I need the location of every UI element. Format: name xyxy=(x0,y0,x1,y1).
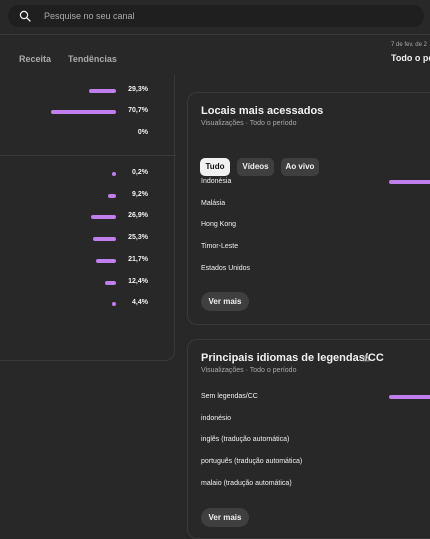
percentage-row: 70,7% xyxy=(0,107,176,117)
search-icon[interactable] xyxy=(19,10,31,22)
percentage-value: 21,7% xyxy=(128,256,148,263)
percentage-value: 70,7% xyxy=(128,107,148,114)
percentage-bar xyxy=(92,237,116,241)
see-more-button[interactable]: Ver mais xyxy=(201,292,249,311)
card-title: Locais mais acessados xyxy=(201,105,324,117)
caption-language-row: português (tradução automática) xyxy=(201,458,303,465)
percentage-bar xyxy=(112,172,116,176)
percentage-value: 29,3% xyxy=(128,86,148,93)
location-bar xyxy=(389,180,430,184)
percentage-value: 12,4% xyxy=(128,278,148,285)
percentage-bar xyxy=(89,89,116,93)
caption-language-row: inglês (tradução automática) xyxy=(201,436,290,443)
percentage-bar xyxy=(50,110,116,114)
percentage-row: 0,2% xyxy=(0,169,176,179)
caption-language-row: indonésio xyxy=(201,415,231,422)
location-row: Hong Kong xyxy=(201,221,237,228)
date-range[interactable]: 7 de fev. de 2 xyxy=(391,42,427,48)
caption-language-bar xyxy=(389,395,430,399)
percentage-value: 0% xyxy=(137,129,148,136)
location-row: Estados Unidos xyxy=(201,265,251,272)
percentage-value: 26,9% xyxy=(128,212,148,219)
percentage-row: 21,7% xyxy=(0,256,176,266)
card-subtitle: Visualizações · Todo o período xyxy=(201,120,297,127)
percentage-row: 4,4% xyxy=(0,299,176,309)
percentage-bar xyxy=(107,194,116,198)
percentage-value: 9,2% xyxy=(132,191,148,198)
left-panel xyxy=(0,75,175,361)
percentage-value: 0,2% xyxy=(132,169,148,176)
percentage-row: 25,3% xyxy=(0,234,176,244)
see-more-button[interactable]: Ver mais xyxy=(201,508,249,527)
card-title: Principais idiomas de legendas/CC xyxy=(201,352,384,364)
percentage-bar xyxy=(111,302,116,306)
filter-videos[interactable]: Vídeos xyxy=(237,158,274,176)
location-row: Malásia xyxy=(201,200,226,207)
card-subtitle: Visualizações · Todo o período xyxy=(201,367,297,374)
filter-ao-vivo[interactable]: Ao vivo xyxy=(281,158,319,176)
percentage-value: 25,3% xyxy=(128,234,148,241)
top-bar xyxy=(0,0,430,34)
warning-icon[interactable] xyxy=(362,354,370,362)
percentage-row: 26,9% xyxy=(0,212,176,222)
locations-card: Locais mais acessados Visualizações · To… xyxy=(187,92,430,325)
search-input[interactable] xyxy=(44,8,404,24)
subtitles-card: Principais idiomas de legendas/CC Visual… xyxy=(187,339,430,539)
tab-receita[interactable]: Receita xyxy=(19,54,52,64)
percentage-value: 4,4% xyxy=(132,299,148,306)
search-box[interactable] xyxy=(8,5,424,27)
percentage-bar xyxy=(104,281,116,285)
percentage-bar xyxy=(96,259,116,263)
caption-language-row: malaio (tradução automática) xyxy=(201,480,292,487)
period-selector[interactable]: Todo o per xyxy=(391,53,430,63)
filter-tudo[interactable]: Tudo xyxy=(200,158,230,176)
left-panel-divider xyxy=(0,155,176,156)
percentage-bar xyxy=(91,215,116,219)
location-row: Indonésia xyxy=(201,178,232,185)
location-row: Timor-Leste xyxy=(201,243,239,250)
header-divider xyxy=(0,34,430,35)
caption-language-row: Sem legendas/CC xyxy=(201,393,258,400)
tab-tendencias[interactable]: Tendências xyxy=(68,54,117,64)
percentage-row: 12,4% xyxy=(0,278,176,288)
percentage-row: 0% xyxy=(0,129,176,139)
percentage-row: 29,3% xyxy=(0,86,176,96)
percentage-row: 9,2% xyxy=(0,191,176,201)
